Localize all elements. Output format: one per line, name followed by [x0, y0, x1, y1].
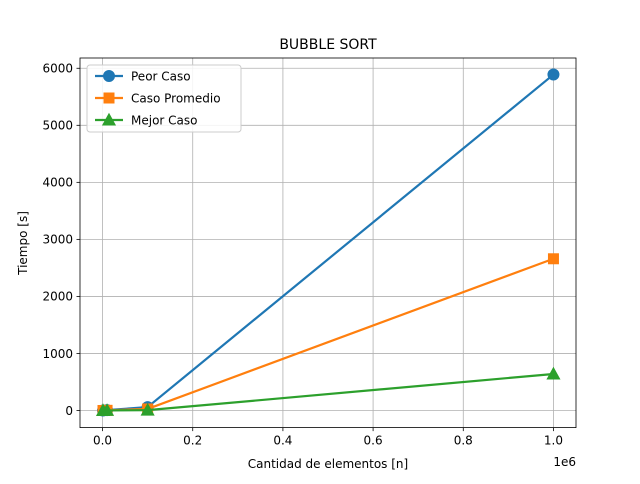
x-tick-label: 0.0 — [93, 434, 112, 448]
legend: Peor Caso Caso Promedio Mejor Caso — [86, 64, 242, 133]
data-point-marker — [140, 402, 155, 416]
legend-marker — [103, 92, 115, 104]
legend-label: Mejor Caso — [131, 114, 198, 128]
y-tick-label: 0 — [65, 404, 73, 418]
data-point-marker — [547, 68, 560, 81]
legend-entry: Mejor Caso — [95, 112, 198, 128]
data-point-marker — [546, 366, 561, 380]
series-3 — [95, 366, 561, 416]
grid-layer — [80, 58, 576, 428]
x-axis-label: Cantidad de elementos [n] — [248, 457, 408, 471]
series-layer — [95, 68, 561, 417]
y-axis-label: Tiempo [s] — [16, 211, 30, 276]
data-point-marker — [100, 403, 115, 416]
legend-box — [86, 64, 242, 133]
y-tick-label: 5000 — [42, 119, 73, 133]
x-tick-label: 0.4 — [273, 434, 292, 448]
y-tick-label: 6000 — [42, 62, 73, 76]
legend-label: Caso Promedio — [131, 92, 221, 106]
data-point-marker — [547, 253, 559, 265]
legend-label: Peor Caso — [131, 70, 191, 84]
legend-entry: Peor Caso — [95, 70, 191, 84]
x-tick-label: 0.2 — [183, 434, 202, 448]
x-tick-label: 0.6 — [364, 434, 383, 448]
tick-layer: 0.0 0.2 0.4 0.6 0.8 1.0 0 1000 2000 3000 4000 5000 6… — [42, 62, 563, 448]
plot-frame — [79, 57, 577, 429]
legend-entry: Caso Promedio — [95, 92, 221, 106]
x-axis-offset-text: 1e6 — [553, 455, 576, 469]
legend-marker — [103, 70, 115, 82]
chart-title: BUBBLE SORT — [279, 37, 377, 53]
y-tick-label: 1000 — [42, 347, 73, 361]
y-tick-label: 4000 — [42, 176, 73, 190]
y-tick-label: 3000 — [42, 233, 73, 247]
x-tick-label: 1.0 — [544, 434, 563, 448]
y-tick-label: 2000 — [42, 290, 73, 304]
x-tick-label: 0.8 — [454, 434, 473, 448]
legend-marker — [101, 112, 117, 126]
